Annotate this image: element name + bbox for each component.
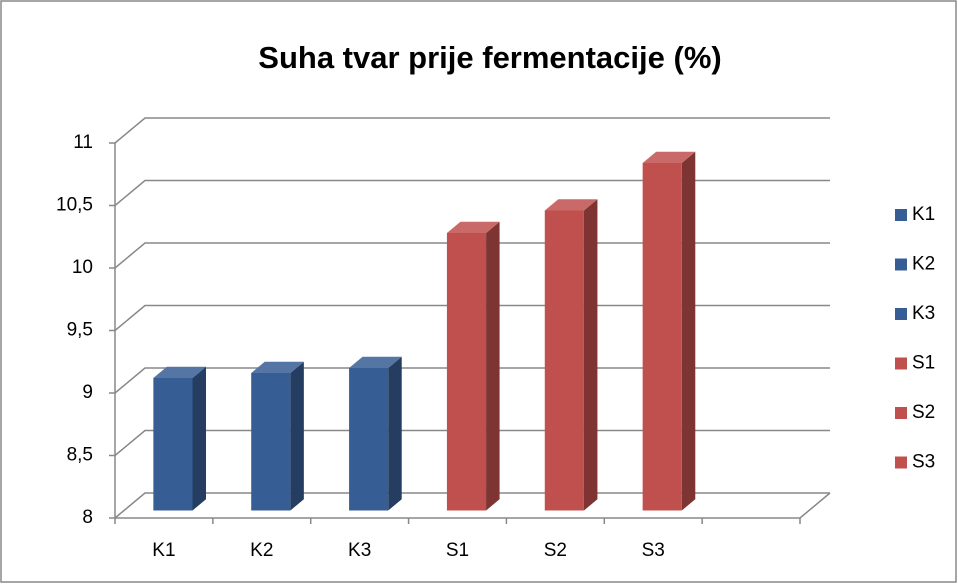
bar-side: [290, 361, 304, 511]
x-tick-label: K2: [250, 540, 273, 561]
grid-line: [114, 304, 830, 332]
bar-side: [583, 199, 598, 511]
y-tick-label: 8,5: [67, 445, 93, 466]
grid-line: [114, 429, 830, 457]
bar-front: [153, 378, 193, 511]
chart-title: Suha tvar prije fermentacije (%): [258, 40, 721, 75]
bar-front: [446, 233, 487, 511]
y-tick-label: 8: [82, 507, 93, 528]
legend-label: K1: [912, 204, 935, 225]
bar-top: [544, 199, 598, 211]
grid-line: [114, 242, 830, 269]
x-tick-label: S3: [642, 540, 665, 561]
bar-front: [544, 210, 584, 511]
legend-swatch: [895, 456, 907, 469]
x-tick-label: S2: [544, 540, 567, 561]
bar: [544, 199, 598, 511]
x-tick-label: K1: [152, 540, 175, 561]
bar-side: [388, 356, 402, 511]
legend-swatch: [895, 209, 907, 221]
x-tick-label: S1: [446, 540, 469, 561]
bar-top: [251, 361, 304, 373]
bar-top: [446, 221, 500, 233]
legend-swatch: [895, 407, 907, 419]
bar: [446, 221, 500, 511]
bar-top: [153, 366, 206, 378]
bar-front: [251, 373, 291, 511]
bar-front: [642, 163, 682, 511]
legend-label: S3: [912, 452, 935, 473]
bar: [349, 356, 402, 511]
legend-swatch: [895, 258, 907, 271]
bar-side: [192, 366, 206, 511]
bar: [642, 151, 696, 511]
bar-top: [349, 356, 402, 368]
bar-side: [486, 221, 500, 511]
bar: [153, 366, 206, 511]
y-tick-label: 10,5: [56, 195, 93, 216]
x-tick-label: K3: [348, 540, 371, 561]
grid-line: [114, 179, 830, 207]
grid-line: [114, 117, 830, 144]
bar-front: [349, 368, 389, 511]
y-tick-label: 9,5: [67, 320, 93, 341]
legend-swatch: [895, 308, 907, 320]
grid-line: [114, 367, 830, 394]
legend-label: S1: [912, 353, 935, 374]
legend-swatch: [895, 357, 907, 370]
grid-line: [114, 492, 830, 519]
bar: [251, 361, 304, 511]
legend-label: K2: [912, 254, 935, 275]
y-tick-label: 10: [72, 257, 93, 278]
legend-label: K3: [912, 303, 935, 324]
y-tick-label: 9: [82, 382, 93, 403]
bar-top: [642, 151, 696, 163]
legend-label: S2: [912, 402, 935, 423]
bar-side: [681, 151, 696, 511]
y-tick-label: 11: [73, 132, 93, 153]
